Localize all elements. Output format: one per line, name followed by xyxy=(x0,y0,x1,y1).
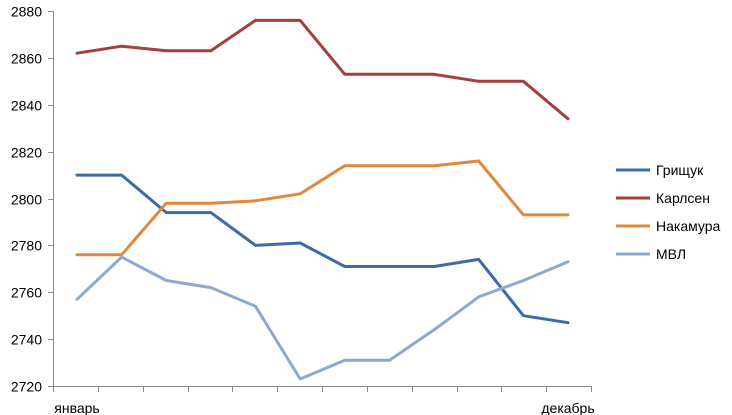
legend-label: Накамура xyxy=(656,218,721,234)
y-tick-label: 2780 xyxy=(11,238,42,254)
y-tick-label: 2740 xyxy=(11,332,42,348)
series-line-2 xyxy=(75,18,570,121)
x-tick-label: декабрь xyxy=(541,400,594,415)
series-line-1 xyxy=(75,173,570,325)
legend-label: МВЛ xyxy=(656,246,686,262)
y-tick-label: 2860 xyxy=(11,51,42,67)
legend-label: Карлсен xyxy=(656,190,710,206)
series-line-4 xyxy=(75,255,570,381)
chart-axes: 2720 2740 2760 2780 2800 2820 2840 2860 2880 янва… xyxy=(11,4,595,415)
chart-series xyxy=(75,18,570,381)
y-tick-label: 2840 xyxy=(11,98,42,114)
y-tick-label: 2800 xyxy=(11,192,42,208)
y-tick-label: 2760 xyxy=(11,285,42,301)
x-tick-label: январь xyxy=(54,400,99,415)
legend-label: Грищук xyxy=(656,162,704,178)
chart-legend: Грищук Карлсен Накамура МВЛ xyxy=(616,162,721,262)
series-line-3 xyxy=(75,159,570,257)
y-tick-label: 2820 xyxy=(11,145,42,161)
y-tick-label: 2720 xyxy=(11,379,42,395)
y-tick-label: 2880 xyxy=(11,4,42,20)
